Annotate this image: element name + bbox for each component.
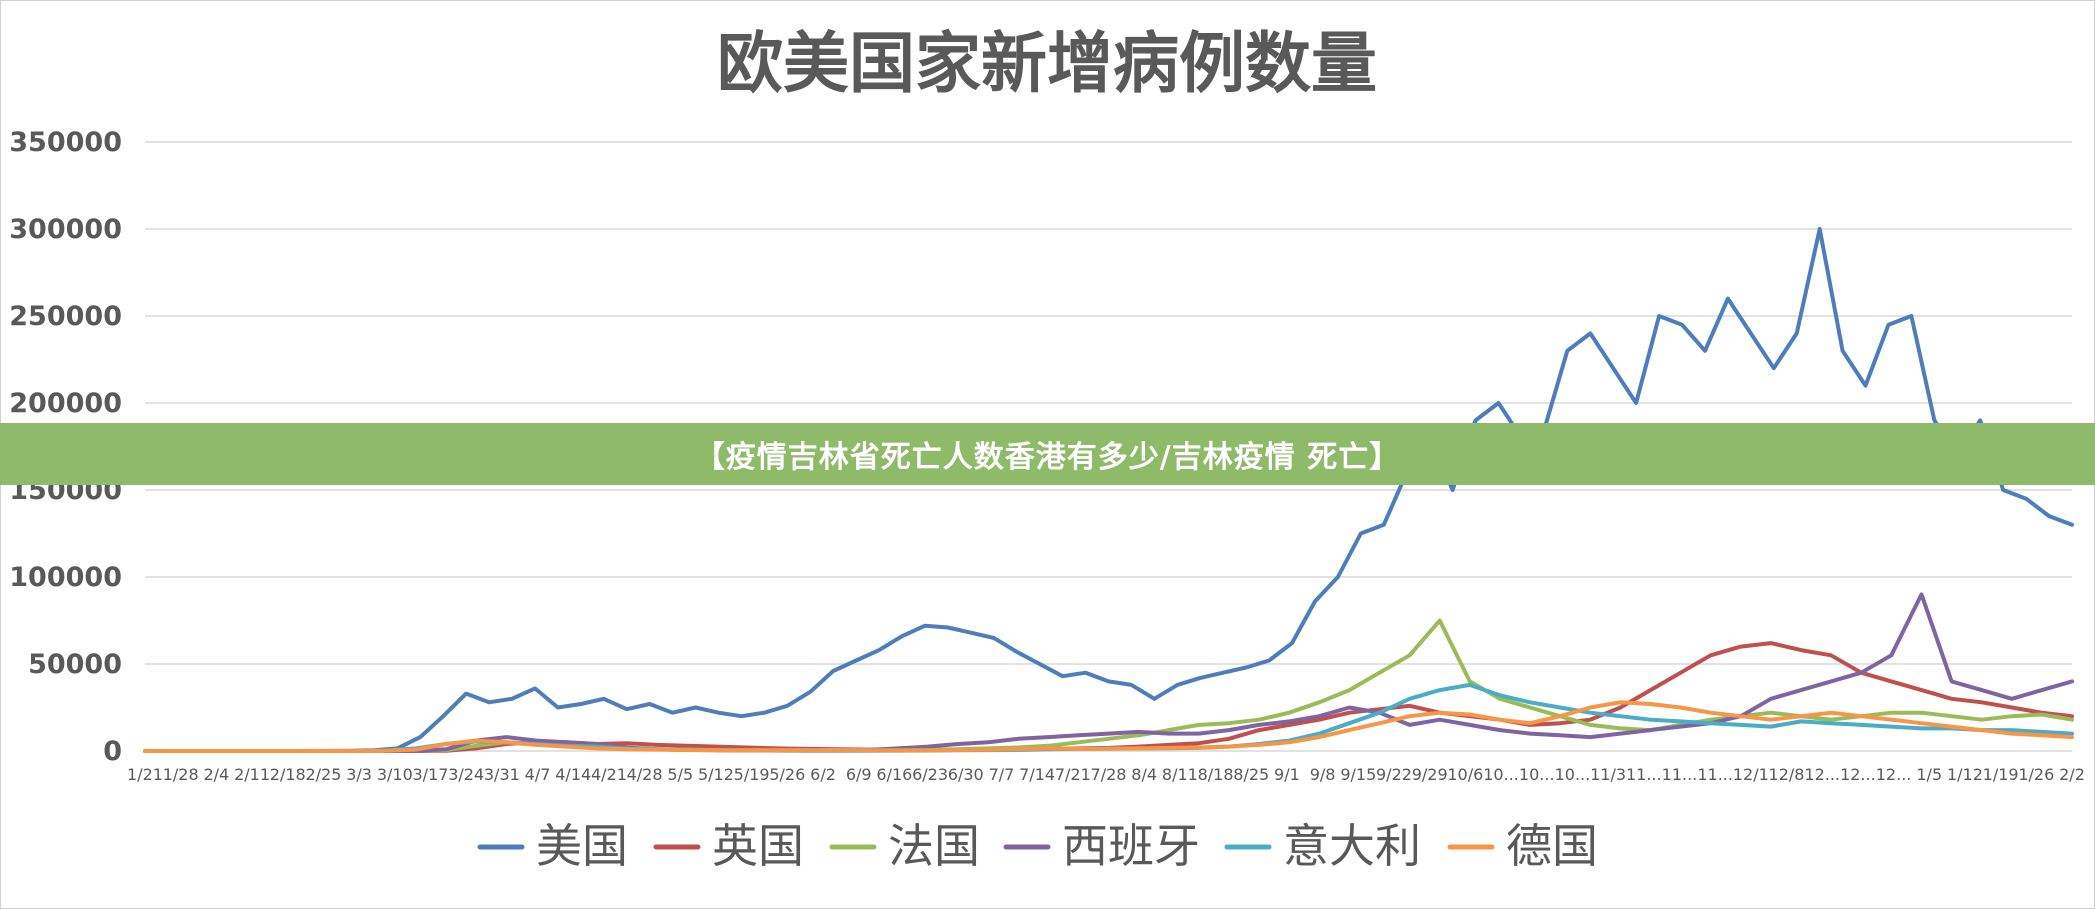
x-tick-label: 8/4 [1131,765,1157,784]
x-tick-label: 1/12 [1947,765,1983,784]
banner-text: 【疫情吉林省死亡人数香港有多少/吉林疫情 死亡】 [694,440,1401,475]
x-tick-label: 1/19 [1983,765,2019,784]
x-tick-label: 5/19 [734,765,770,784]
x-tick-label: 10... [1519,765,1555,784]
series-line-德国 [143,700,2074,753]
x-tick-label: 3/3 [346,765,372,784]
x-tick-label: 10... [1555,765,1591,784]
x-tick-label: 9/15 [1340,765,1376,784]
x-tick-label: 6/23 [912,765,948,784]
y-tick-label: 200000 [9,388,122,419]
x-tick-label: 1/5 [1916,765,1942,784]
x-tick-label: 12... [1804,765,1840,784]
x-tick-label: 12... [1840,765,1876,784]
x-tick-label: 6/9 [846,765,872,784]
x-tick-label: 10/6 [1447,765,1483,784]
legend-label: 德国 [1506,819,1598,873]
x-tick-label: 7/21 [1055,765,1091,784]
x-tick-label: 2/18 [270,765,306,784]
y-tick-label: 50000 [28,649,122,680]
x-tick-label: 6/2 [810,765,836,784]
x-tick-label: 2/4 [203,765,229,784]
x-tick-label: 7/28 [1091,765,1127,784]
legend-label: 美国 [536,819,628,873]
x-tick-label: 1/26 [2018,765,2054,784]
x-tick-label: 1/28 [163,765,199,784]
x-tick-label: 10... [1483,765,1519,784]
y-tick-label: 350000 [9,127,122,158]
x-tick-label: 11... [1662,765,1698,784]
x-tick-label: 11... [1697,765,1733,784]
x-tick-label: 12/8 [1769,765,1805,784]
x-tick-label: 2/11 [234,765,270,784]
x-tick-label: 7/14 [1019,765,1055,784]
x-tick-label: 3/24 [448,765,484,784]
x-tick-label: 9/29 [1412,765,1448,784]
x-tick-label: 2/25 [305,765,341,784]
x-tick-label: 3/31 [484,765,520,784]
legend-label: 法国 [888,819,980,873]
x-tick-label: 5/12 [698,765,734,784]
series-line-美国 [143,227,2074,753]
x-tick-label: 5/5 [667,765,693,784]
x-tick-label: 3/17 [413,765,449,784]
x-tick-label: 12/1 [1733,765,1769,784]
x-tick-label: 9/8 [1310,765,1336,784]
x-tick-label: 6/16 [876,765,912,784]
overlay-banner: 【疫情吉林省死亡人数香港有多少/吉林疫情 死亡】 [0,423,2095,485]
x-tick-label: 9/22 [1376,765,1412,784]
legend-label: 西班牙 [1062,819,1200,873]
y-tick-label: 0 [103,736,122,767]
y-tick-label: 100000 [9,562,122,593]
x-tick-label: 6/30 [948,765,984,784]
x-tick-label: 2/2 [2059,765,2085,784]
x-tick-label: 4/21 [591,765,627,784]
x-tick-label: 4/28 [627,765,663,784]
series-line-法国 [143,618,2074,753]
x-tick-label: 7/7 [989,765,1015,784]
legend-label: 意大利 [1283,819,1421,873]
x-tick-label: 3/10 [377,765,413,784]
x-tick-label: 8/18 [1198,765,1234,784]
x-tick-label: 11/3 [1590,765,1626,784]
y-tick-label: 300000 [9,214,122,245]
y-tick-label: 250000 [9,301,122,332]
x-tick-label: 5/26 [769,765,805,784]
chart-title: 欧美国家新增病例数量 [717,24,1377,102]
x-tick-label: 9/1 [1274,765,1300,784]
series-line-西班牙 [143,592,2074,753]
x-tick-label: 12... [1876,765,1912,784]
legend-label: 英国 [712,819,804,873]
x-tick-label: 8/11 [1162,765,1198,784]
x-tick-label: 4/7 [525,765,551,784]
x-tick-label: 1/21 [127,765,163,784]
x-tick-label: 4/14 [555,765,591,784]
x-tick-label: 11... [1626,765,1662,784]
x-tick-label: 8/25 [1233,765,1269,784]
